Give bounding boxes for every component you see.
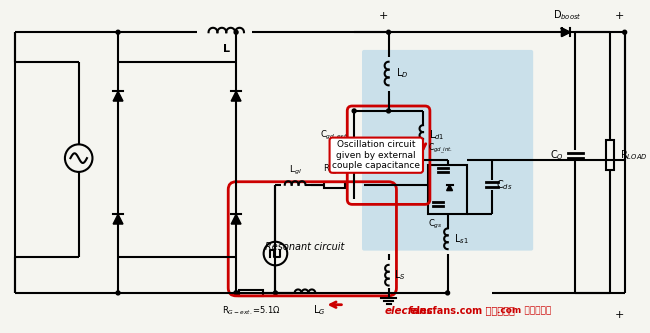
Text: L: L	[223, 44, 229, 54]
Circle shape	[116, 291, 120, 295]
Polygon shape	[231, 214, 241, 224]
Text: Oscillation circuit
given by external
couple capacitance: Oscillation circuit given by external co…	[332, 140, 421, 170]
Bar	[428, 165, 467, 214]
Text: +: +	[379, 11, 388, 21]
Text: elecfans: elecfans	[384, 306, 433, 316]
Circle shape	[446, 291, 450, 295]
Polygon shape	[231, 91, 241, 101]
Text: L$_{gl}$: L$_{gl}$	[289, 164, 302, 177]
Text: R$_{G-ext.}$=5.1Ω: R$_{G-ext.}$=5.1Ω	[222, 305, 280, 317]
Text: elecfans.com 电子发烧友: elecfans.com 电子发烧友	[410, 306, 515, 316]
Polygon shape	[447, 185, 452, 190]
Text: C$_{gd\_ext.}$: C$_{gd\_ext.}$	[320, 128, 349, 143]
Circle shape	[387, 30, 391, 34]
FancyBboxPatch shape	[362, 50, 533, 251]
Text: .com 电子发烧友: .com 电子发烧友	[497, 307, 551, 316]
Text: L$_D$: L$_D$	[396, 67, 409, 81]
Circle shape	[116, 30, 120, 34]
Circle shape	[234, 30, 238, 34]
Text: L$_{d1}$: L$_{d1}$	[429, 129, 445, 143]
Circle shape	[274, 291, 278, 295]
Bar	[324, 182, 345, 188]
Bar	[239, 290, 263, 296]
Text: Resonant circuit: Resonant circuit	[265, 242, 344, 252]
Circle shape	[234, 291, 238, 295]
Text: +: +	[615, 310, 625, 320]
Polygon shape	[113, 214, 123, 224]
Polygon shape	[562, 28, 569, 36]
Circle shape	[623, 30, 627, 34]
Circle shape	[234, 291, 238, 295]
Text: L$_{s1}$: L$_{s1}$	[454, 232, 468, 246]
Circle shape	[387, 109, 391, 113]
Text: L$_G$: L$_G$	[313, 303, 325, 317]
Text: D$_{boost}$: D$_{boost}$	[553, 9, 582, 22]
Text: R$_{LOAD}$: R$_{LOAD}$	[619, 148, 647, 162]
Text: C$_O$: C$_O$	[550, 148, 564, 162]
Text: C$_{gd\_int.}$: C$_{gd\_int.}$	[428, 142, 453, 156]
Polygon shape	[113, 91, 123, 101]
Text: C$_{ds}$: C$_{ds}$	[496, 178, 512, 191]
Text: L$_S$: L$_S$	[395, 268, 406, 282]
Circle shape	[352, 109, 356, 113]
Text: R$_{g\_int.}$: R$_{g\_int.}$	[323, 163, 346, 177]
Text: C$_{gs}$: C$_{gs}$	[428, 218, 443, 231]
Text: +: +	[615, 11, 625, 21]
Bar	[606, 141, 614, 170]
